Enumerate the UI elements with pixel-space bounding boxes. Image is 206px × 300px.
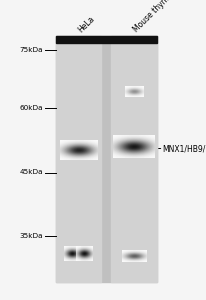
Text: Mouse thymus: Mouse thymus [132,0,178,34]
Text: 75kDa: 75kDa [20,46,43,52]
Text: 45kDa: 45kDa [20,169,43,175]
Text: 60kDa: 60kDa [20,105,43,111]
Bar [56,36,101,282]
Text: 35kDa: 35kDa [20,232,43,238]
Text: MNX1/HB9/HLXB9: MNX1/HB9/HLXB9 [163,144,206,153]
Bar [56,36,157,282]
Bar [111,36,157,282]
Bar [56,36,157,43]
Text: HeLa: HeLa [76,14,96,34]
